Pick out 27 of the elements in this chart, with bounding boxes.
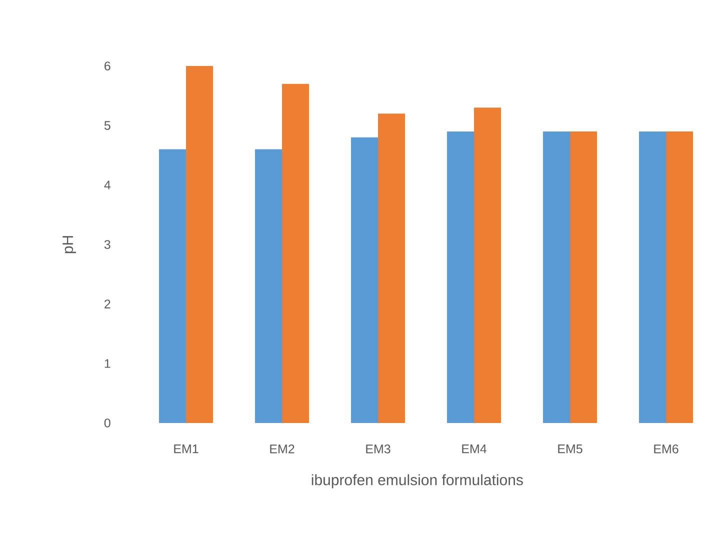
bar xyxy=(255,149,282,423)
x-tick-label: EM5 xyxy=(558,444,582,454)
bar xyxy=(543,131,570,423)
y-axis-title: pH xyxy=(62,236,76,254)
x-axis-title: ibuprofen emulsion formulations xyxy=(312,474,523,488)
bar xyxy=(159,149,186,423)
bar xyxy=(186,66,214,423)
x-tick-label: EM2 xyxy=(270,444,294,454)
bar xyxy=(666,131,693,423)
bar xyxy=(570,131,597,423)
y-tick-label: 2 xyxy=(104,300,110,308)
x-tick-label: EM3 xyxy=(366,444,390,454)
bar xyxy=(474,108,501,423)
bar xyxy=(639,131,666,423)
y-tick-label: 6 xyxy=(104,62,110,70)
y-tick-label: 1 xyxy=(104,359,110,368)
x-tick-label: EM6 xyxy=(654,444,678,454)
bar xyxy=(378,114,405,423)
x-tick-label: EM4 xyxy=(462,444,486,454)
bar xyxy=(447,131,474,423)
y-tick-label: 5 xyxy=(104,121,110,130)
bar xyxy=(282,84,310,423)
y-tick-label: 4 xyxy=(104,180,111,190)
y-tick-label: 0 xyxy=(104,418,110,428)
y-tick-label: 3 xyxy=(104,240,110,249)
bar xyxy=(351,137,378,423)
x-tick-label: EM1 xyxy=(174,444,198,454)
